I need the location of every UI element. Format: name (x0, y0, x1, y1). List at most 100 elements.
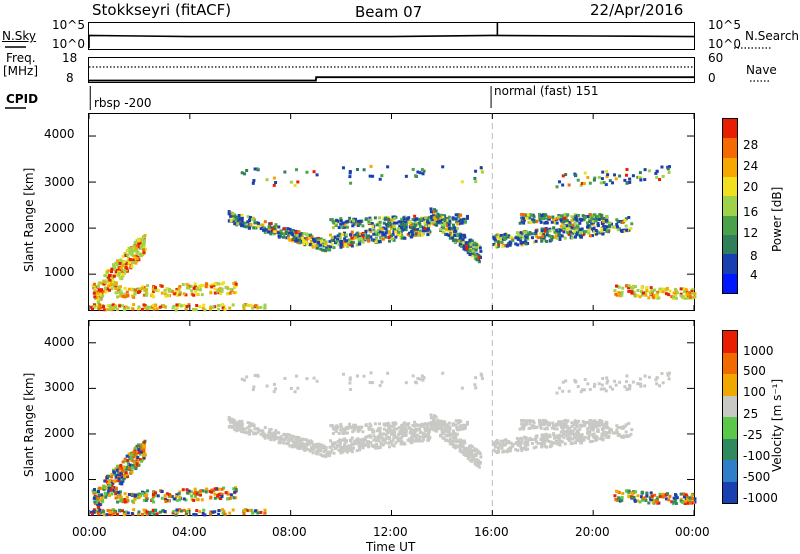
velocity-echo (181, 488, 185, 492)
power-echo (243, 172, 247, 176)
power-echo (130, 307, 134, 311)
velocity-echo (543, 444, 547, 448)
velocity-echo (658, 384, 662, 388)
power-echo (688, 295, 692, 299)
power-echo (137, 305, 141, 309)
power-echo (518, 221, 522, 225)
power-echo (590, 221, 594, 225)
velocity-echo (459, 445, 463, 449)
velocity-echo (496, 450, 500, 454)
power-echo (674, 292, 678, 296)
velocity-echo (575, 434, 579, 438)
power-echo (403, 236, 407, 240)
power-echo (404, 228, 408, 232)
velocity-echo (114, 496, 118, 500)
power-echo (366, 234, 370, 238)
velocity-echo (429, 416, 433, 420)
power-echo (426, 217, 430, 221)
power-echo (212, 283, 216, 287)
velocity-echo (314, 450, 318, 454)
power-ytick-3000: 3000 (44, 175, 75, 189)
power-echo (364, 237, 368, 241)
power-echo (653, 288, 657, 292)
power-echo (154, 288, 158, 292)
power-echo (433, 222, 437, 226)
power-echo (656, 290, 660, 294)
power-echo (459, 233, 463, 237)
velocity-echo (623, 385, 627, 389)
power-echo (426, 220, 430, 224)
power-echo (144, 288, 148, 292)
power-echo (307, 237, 311, 241)
velocity-echo (309, 445, 313, 449)
velocity-echo (500, 446, 504, 450)
velocity-echo (431, 423, 435, 427)
velocity-echo (613, 494, 617, 498)
velocity-echo (599, 387, 603, 391)
power-echo (321, 248, 325, 252)
power-echo (138, 252, 142, 256)
velocity-echo (583, 435, 587, 439)
velocity-echo (112, 511, 116, 515)
power-echo (563, 236, 567, 240)
velocity-echo (647, 375, 651, 379)
velocity-echo (174, 513, 178, 517)
power-echo (175, 303, 179, 307)
power-echo (370, 222, 374, 226)
power-echo (123, 286, 127, 290)
velocity-echo (185, 510, 189, 514)
power-echo (184, 293, 188, 297)
power-echo (172, 304, 176, 308)
power-echo (479, 249, 483, 253)
velocity-echo (684, 493, 688, 497)
velocity-echo (600, 435, 604, 439)
velocity-echo (102, 485, 106, 489)
velocity-echo (305, 438, 309, 442)
power-echo (128, 261, 132, 265)
velocity-echo (559, 439, 563, 443)
velocity-echo (316, 446, 320, 450)
velocity-echo (581, 438, 585, 442)
power-echo (645, 289, 649, 293)
velocity-echo (242, 512, 246, 516)
power-echo (185, 304, 189, 308)
velocity-echo (434, 415, 438, 419)
power-echo (500, 240, 504, 244)
power-echo (643, 168, 647, 172)
power-echo (340, 239, 344, 243)
power-echo (305, 242, 309, 246)
power-echo (401, 236, 405, 240)
power-echo (242, 307, 246, 311)
velocity-echo (324, 447, 328, 451)
velocity-echo (138, 452, 142, 456)
velocity-echo (142, 498, 146, 502)
power-echo (656, 296, 660, 300)
power-echo (368, 216, 372, 220)
power-echo (438, 219, 442, 223)
power-echo (120, 304, 124, 308)
power-echo (302, 239, 306, 243)
power-echo (422, 169, 426, 173)
power-echo (538, 218, 542, 222)
power-echo (439, 216, 443, 220)
velocity-echo (380, 433, 384, 437)
power-echo (361, 240, 365, 244)
power-echo (618, 294, 622, 298)
power-echo (548, 217, 552, 221)
velocity-echo (532, 426, 536, 430)
power-echo (290, 239, 294, 243)
velocity-echo (355, 438, 359, 442)
velocity-echo (661, 492, 665, 496)
power-echo (453, 230, 457, 234)
velocity-echo (521, 422, 525, 426)
power-echo (614, 177, 618, 181)
velocity-echo (494, 440, 498, 444)
power-echo (350, 236, 354, 240)
power-echo (111, 263, 115, 267)
velocity-echo (315, 379, 319, 383)
velocity-echo (611, 387, 615, 391)
velocity-echo (296, 446, 300, 450)
power-echo (305, 232, 309, 236)
velocity-echo (464, 450, 468, 454)
power-echo (272, 183, 276, 187)
